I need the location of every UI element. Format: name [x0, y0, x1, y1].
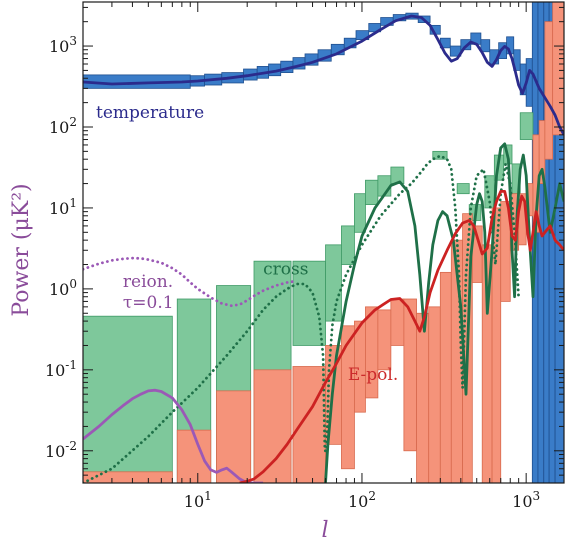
x-tick-label: 101 [184, 489, 212, 511]
annotations: temperature cross reion.τ=0.1 E-pol. [96, 103, 398, 385]
cross-band-0 [83, 315, 173, 480]
e-pol-band-6 [341, 325, 355, 470]
e-pol-band-1 [176, 429, 212, 483]
e-pol-band-3 [253, 369, 292, 483]
y-tick-label: 10-2 [45, 439, 77, 461]
annotation-label: temperature [96, 103, 204, 123]
curve-2 [83, 154, 520, 483]
plot-frame [82, 1, 565, 484]
curve-1 [324, 142, 564, 483]
e-pol-band-12 [416, 312, 430, 483]
e-pol-band-14 [439, 271, 452, 483]
curve-5 [239, 190, 564, 483]
cross-band-18 [519, 112, 534, 140]
e-pol-band-9 [377, 309, 392, 371]
y-tick-label: 102 [49, 115, 77, 137]
annotation-label: cross [263, 260, 308, 280]
e-pol-band-0 [83, 471, 173, 483]
y-tick-label: 10-1 [45, 358, 77, 380]
e-pol-band-13 [428, 306, 441, 483]
e-pol-band-20 [500, 201, 511, 302]
cross-band-5 [325, 244, 342, 322]
x-axis-title: l [321, 518, 328, 543]
temperature-band-24 [480, 39, 491, 53]
e-pol-band-2 [216, 390, 252, 483]
tick-labels: 101 102 103 10-2 10-1 100 101 102 103 [45, 34, 540, 511]
e-pol-band-4 [292, 366, 326, 483]
band-layer [83, 2, 564, 483]
e-pol-band-26 [544, 21, 554, 160]
annotation-label: E-pol. [348, 365, 398, 385]
cross-band-12 [456, 183, 470, 195]
y-tick-label: 103 [49, 34, 77, 56]
temperature-band-32 [537, 2, 545, 483]
annotation-label: reion. [123, 272, 173, 292]
x-tick-label: 103 [512, 489, 540, 511]
cross-band-4 [292, 260, 326, 346]
e-pol-band-10 [390, 298, 405, 346]
cross-band-7 [354, 193, 366, 233]
curve-layer [83, 14, 564, 483]
cross-band-11 [432, 150, 448, 160]
y-tick-label: 100 [49, 277, 77, 299]
axis-ticks [82, 2, 564, 484]
annotation-label: τ=0.1 [123, 293, 174, 313]
curve-3 [83, 256, 298, 308]
cross-band-6 [341, 225, 355, 265]
cross-band-10 [390, 166, 405, 184]
curve-4 [83, 388, 264, 483]
y-tick-label: 101 [49, 196, 77, 218]
curve-0 [83, 14, 564, 136]
x-tick-label: 102 [348, 489, 376, 511]
cross-band-8 [365, 179, 379, 205]
e-pol-band-27 [552, 2, 564, 136]
y-axis-title: Power (μK²) [9, 183, 34, 316]
